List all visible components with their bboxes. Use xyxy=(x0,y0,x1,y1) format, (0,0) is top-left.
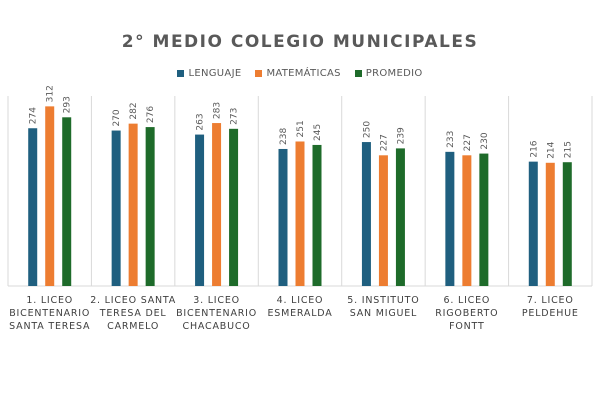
bar-value-label: 293 xyxy=(63,96,73,113)
bar-value-label: 251 xyxy=(296,120,306,137)
bar-promedio xyxy=(395,148,405,286)
bar-lenguaje xyxy=(195,134,205,286)
category-label: 4. LICEO xyxy=(277,295,324,306)
category-label: SAN MIGUEL xyxy=(350,308,417,319)
category-label: 1. LICEO xyxy=(26,295,73,306)
category-label: PELDEHUE xyxy=(522,308,579,319)
bar-lenguaje xyxy=(278,148,288,286)
bar-value-label: 263 xyxy=(196,113,206,130)
bar-value-label: 230 xyxy=(480,132,490,149)
category-label: 3. LICEO xyxy=(193,295,240,306)
category-label: FONTT xyxy=(449,321,485,332)
chart-title: 2° MEDIO COLEGIO MUNICIPALES xyxy=(121,32,479,52)
bar-matemticas xyxy=(545,162,555,286)
legend-label-promedio: PROMEDIO xyxy=(365,68,423,79)
bar-promedio xyxy=(312,144,322,286)
legend-swatch-matematicas xyxy=(255,70,263,77)
category-label: 2. LICEO SANTA xyxy=(90,295,176,306)
bar-matemticas xyxy=(295,141,305,286)
legend-label-lenguaje: LENGUAJE xyxy=(188,68,242,79)
bar-value-label: 215 xyxy=(563,141,573,158)
bar-value-label: 282 xyxy=(129,102,139,119)
bar-value-label: 245 xyxy=(313,124,323,141)
bar-value-label: 312 xyxy=(46,85,56,102)
bar-lenguaje xyxy=(445,151,455,286)
legend: LENGUAJE MATEMÁTICAS PROMEDIO xyxy=(0,68,600,79)
legend-item-promedio: PROMEDIO xyxy=(354,68,423,79)
category-label: BICENTENARIO xyxy=(176,308,257,319)
bar-promedio xyxy=(229,128,239,286)
category-label: CARMELO xyxy=(107,321,159,332)
bar-value-label: 274 xyxy=(29,107,39,124)
bar-matemticas xyxy=(45,106,55,286)
legend-swatch-promedio xyxy=(354,70,362,77)
bar-promedio xyxy=(562,162,572,286)
category-label: BICENTENARIO xyxy=(9,308,90,319)
legend-item-lenguaje: LENGUAJE xyxy=(177,68,241,79)
bar-matemticas xyxy=(378,155,388,286)
bar-promedio xyxy=(479,153,489,286)
bar-value-label: 214 xyxy=(546,141,556,158)
bar-value-label: 283 xyxy=(213,102,223,119)
legend-item-matematicas: MATEMÁTICAS xyxy=(255,68,340,79)
bar-matemticas xyxy=(128,123,138,287)
bar-value-label: 250 xyxy=(362,121,372,138)
category-label: SANTA TERESA xyxy=(9,321,90,332)
category-label: RIGOBERTO xyxy=(435,308,498,319)
legend-swatch-lenguaje xyxy=(177,70,185,77)
bar-value-label: 273 xyxy=(230,108,240,125)
category-label: CHACABUCO xyxy=(183,321,251,332)
bar-matemticas xyxy=(462,155,472,286)
bar-matemticas xyxy=(212,123,222,286)
bar-value-label: 239 xyxy=(396,127,406,144)
bar-promedio xyxy=(145,127,155,286)
bar-promedio xyxy=(62,117,72,286)
category-label: ESMERALDA xyxy=(267,308,332,319)
category-label: TERESA DEL xyxy=(99,308,167,319)
bar-value-label: 216 xyxy=(529,140,539,157)
bar-lenguaje xyxy=(528,161,538,286)
bar-value-label: 270 xyxy=(112,109,122,126)
bar-value-label: 276 xyxy=(146,106,156,123)
bar-lenguaje xyxy=(111,130,121,286)
bar-value-label: 227 xyxy=(379,134,389,151)
bar-lenguaje xyxy=(361,142,371,286)
bar-value-label: 238 xyxy=(279,128,289,145)
category-label: 6. LICEO xyxy=(444,295,491,306)
bar-lenguaje xyxy=(28,128,38,286)
legend-label-matematicas: MATEMÁTICAS xyxy=(266,68,341,79)
category-label: 7. LICEO xyxy=(527,295,574,306)
category-label: 5. INSTITUTO xyxy=(347,295,419,306)
bar-value-label: 227 xyxy=(463,134,473,151)
bar-value-label: 233 xyxy=(446,131,456,148)
